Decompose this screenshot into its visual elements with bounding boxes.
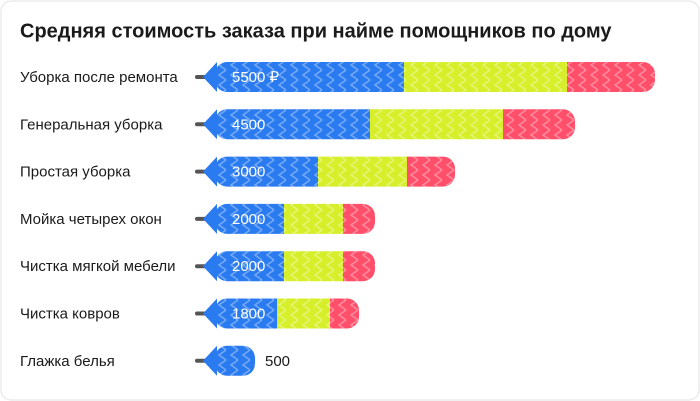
value-label: 4500 <box>232 116 265 133</box>
chart-title: Средняя стоимость заказа при найме помощ… <box>20 20 612 42</box>
category-label: Мойка четырех окон <box>20 211 162 228</box>
category-label: Уборка после ремонта <box>20 69 178 86</box>
value-label: 3000 <box>232 164 265 181</box>
value-label: 500 <box>265 353 290 370</box>
brush-tip <box>203 298 217 329</box>
brush-tip <box>203 156 217 187</box>
bar-texture <box>215 298 359 329</box>
bar-texture <box>215 251 375 282</box>
category-label: Чистка мягкой мебели <box>20 258 176 275</box>
bar-texture <box>215 62 655 92</box>
bar-texture <box>215 156 455 187</box>
bar-texture <box>215 345 255 376</box>
brush-tip <box>203 62 217 92</box>
category-label: Чистка ковров <box>20 305 120 322</box>
category-label: Глажка белья <box>20 353 115 370</box>
brush-tip <box>203 251 217 282</box>
category-label: Простая уборка <box>20 164 131 181</box>
value-label: 1800 <box>232 305 265 322</box>
brush-tip <box>203 203 217 234</box>
category-label: Генеральная уборка <box>20 116 163 133</box>
brush-tip <box>203 345 217 376</box>
value-label: 2000 <box>232 258 265 275</box>
bar-texture <box>215 203 375 234</box>
value-label: 5500 ₽ <box>232 69 280 86</box>
value-label: 2000 <box>232 211 265 228</box>
bar-texture <box>215 109 575 140</box>
brush-tip <box>203 109 217 140</box>
